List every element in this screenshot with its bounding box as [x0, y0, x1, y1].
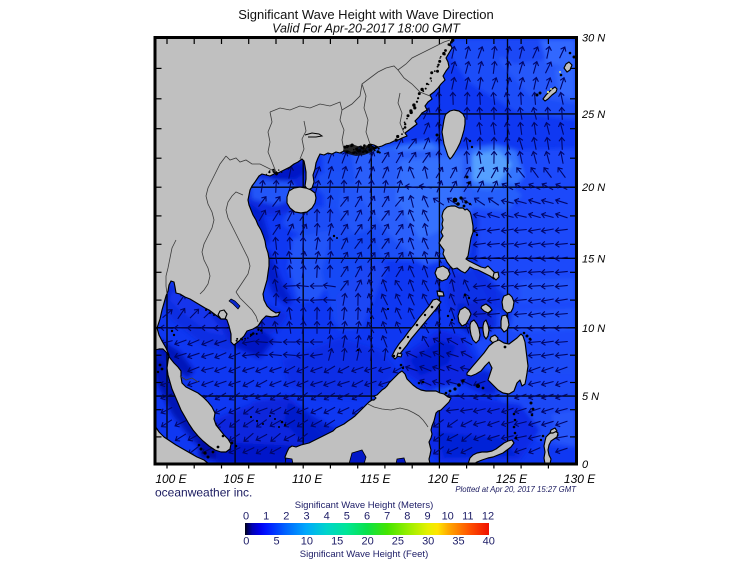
- svg-text:20 N: 20 N: [581, 182, 605, 194]
- svg-text:120 E: 120 E: [428, 472, 460, 486]
- svg-text:0: 0: [243, 536, 249, 548]
- svg-text:Significant Wave Height (Meter: Significant Wave Height (Meters): [295, 500, 434, 511]
- svg-text:9: 9: [424, 511, 430, 523]
- svg-text:10: 10: [442, 511, 454, 523]
- svg-text:40: 40: [483, 536, 495, 548]
- svg-text:2: 2: [283, 511, 289, 523]
- svg-text:10: 10: [301, 536, 313, 548]
- svg-text:6: 6: [364, 511, 370, 523]
- svg-text:oceanweather inc.: oceanweather inc.: [155, 486, 252, 500]
- svg-text:25: 25: [392, 536, 404, 548]
- svg-text:12: 12: [482, 511, 494, 523]
- svg-text:3: 3: [303, 511, 309, 523]
- svg-text:115 E: 115 E: [360, 472, 391, 486]
- svg-text:8: 8: [404, 511, 410, 523]
- svg-text:100 E: 100 E: [155, 472, 187, 486]
- svg-text:20: 20: [361, 536, 373, 548]
- svg-text:105 E: 105 E: [223, 472, 255, 486]
- svg-text:Valid For Apr-20-2017 18:00 GM: Valid For Apr-20-2017 18:00 GMT: [272, 22, 461, 36]
- svg-text:1: 1: [263, 511, 269, 523]
- svg-text:Significant Wave Height with W: Significant Wave Height with Wave Direct…: [238, 7, 494, 22]
- svg-text:5 N: 5 N: [582, 391, 599, 403]
- svg-text:25 N: 25 N: [581, 109, 605, 121]
- svg-text:4: 4: [324, 511, 330, 523]
- svg-text:0: 0: [243, 511, 249, 523]
- svg-text:10 N: 10 N: [582, 323, 605, 335]
- svg-text:15: 15: [331, 536, 343, 548]
- svg-text:0: 0: [582, 459, 589, 471]
- svg-text:30 N: 30 N: [582, 33, 605, 45]
- svg-text:30: 30: [422, 536, 434, 548]
- svg-text:15 N: 15 N: [582, 253, 605, 265]
- svg-text:Plotted at Apr 20, 2017 15:27: Plotted at Apr 20, 2017 15:27 GMT: [455, 485, 577, 494]
- svg-text:110 E: 110 E: [292, 472, 323, 486]
- svg-text:5: 5: [274, 536, 280, 548]
- svg-text:Significant Wave Height (Feet): Significant Wave Height (Feet): [300, 549, 428, 560]
- svg-text:7: 7: [384, 511, 390, 523]
- svg-text:130 E: 130 E: [564, 472, 596, 486]
- svg-text:5: 5: [344, 511, 350, 523]
- svg-text:125 E: 125 E: [496, 472, 528, 486]
- svg-text:35: 35: [452, 536, 464, 548]
- svg-text:11: 11: [462, 511, 473, 523]
